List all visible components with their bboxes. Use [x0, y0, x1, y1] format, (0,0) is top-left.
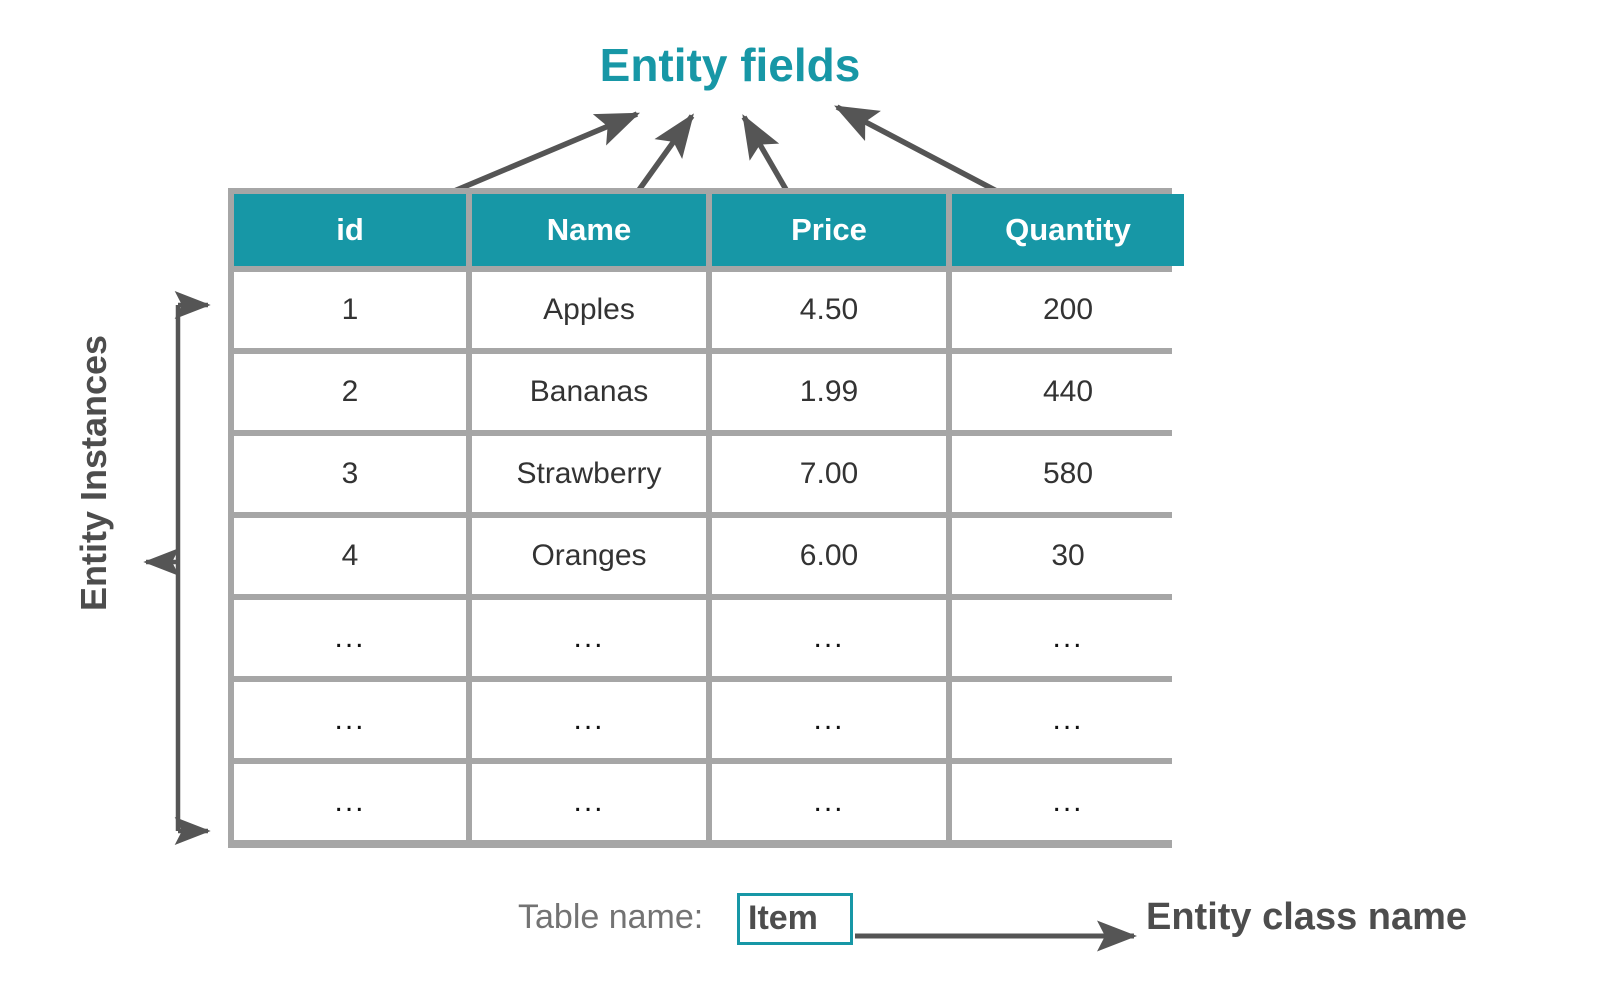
table-row: ... ... ... ...: [234, 682, 1184, 758]
table-row: 2 Bananas 1.99 440: [234, 354, 1184, 430]
entity-table-container: id Name Price Quantity 1 Apples 4.50 200…: [228, 188, 1184, 848]
table-row: 4 Oranges 6.00 30: [234, 518, 1184, 594]
cell-name: ...: [472, 764, 706, 840]
table-name-label: Table name:: [518, 898, 704, 936]
cell-price: 6.00: [712, 518, 946, 594]
entity-instances-label: Entity Instances: [73, 334, 114, 612]
table-name-value: Item: [748, 899, 818, 937]
table-row: ... ... ... ...: [234, 764, 1184, 840]
entity-class-name-label: Entity class name: [1146, 896, 1468, 938]
cell-price: 1.99: [712, 354, 946, 430]
cell-id: ...: [234, 764, 466, 840]
cell-quantity: 200: [952, 272, 1184, 348]
entity-instances-bracket: [143, 291, 211, 845]
cell-id: ...: [234, 682, 466, 758]
cell-name: Apples: [472, 272, 706, 348]
cell-id: ...: [234, 600, 466, 676]
column-header-id[interactable]: id: [234, 194, 466, 266]
cell-price: ...: [712, 600, 946, 676]
table-name-value-box[interactable]: Item: [737, 893, 853, 945]
cell-id: 2: [234, 354, 466, 430]
cell-quantity: ...: [952, 764, 1184, 840]
cell-price: ...: [712, 764, 946, 840]
table-row: 1 Apples 4.50 200: [234, 272, 1184, 348]
cell-name: Oranges: [472, 518, 706, 594]
table-row: ... ... ... ...: [234, 600, 1184, 676]
table-header-row: id Name Price Quantity: [234, 194, 1184, 266]
cell-quantity: 30: [952, 518, 1184, 594]
cell-quantity: ...: [952, 682, 1184, 758]
table-row: 3 Strawberry 7.00 580: [234, 436, 1184, 512]
cell-name: Bananas: [472, 354, 706, 430]
cell-price: 7.00: [712, 436, 946, 512]
cell-quantity: 440: [952, 354, 1184, 430]
cell-quantity: 580: [952, 436, 1184, 512]
column-header-price[interactable]: Price: [712, 194, 946, 266]
cell-name: ...: [472, 682, 706, 758]
cell-price: ...: [712, 682, 946, 758]
cell-id: 1: [234, 272, 466, 348]
cell-id: 4: [234, 518, 466, 594]
cell-quantity: ...: [952, 600, 1184, 676]
cell-price: 4.50: [712, 272, 946, 348]
column-header-quantity[interactable]: Quantity: [952, 194, 1184, 266]
cell-name: ...: [472, 600, 706, 676]
column-header-name[interactable]: Name: [472, 194, 706, 266]
entity-table: id Name Price Quantity 1 Apples 4.50 200…: [228, 188, 1190, 846]
cell-id: 3: [234, 436, 466, 512]
cell-name: Strawberry: [472, 436, 706, 512]
page-title: Entity fields: [599, 39, 861, 91]
